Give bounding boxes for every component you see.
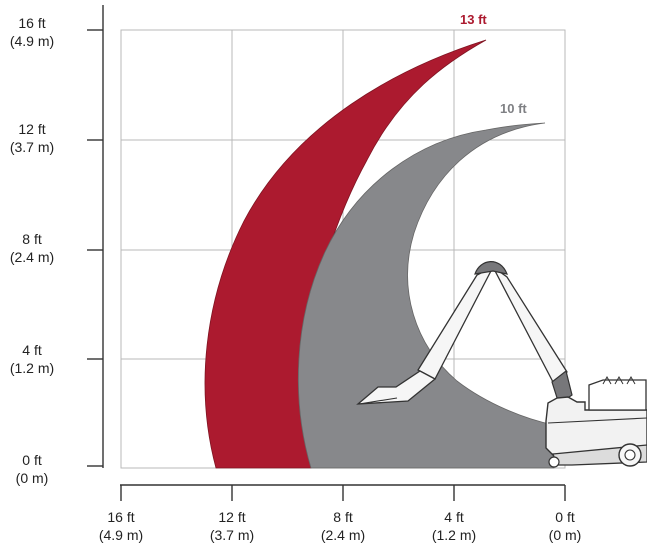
curve-labels: 13 ft 10 ft — [460, 12, 527, 116]
y-tick-label-16ft-line1: 16 ft — [18, 15, 45, 31]
machine-boom-link-right — [493, 267, 567, 382]
x-tick-label-8ft-line2: (2.4 m) — [321, 527, 365, 543]
x-tick-label-4ft-line1: 4 ft — [444, 509, 464, 525]
inner-reach-label: 10 ft — [500, 101, 527, 116]
x-tick-label-0ft-line1: 0 ft — [555, 509, 575, 525]
y-tick-label-12ft-line1: 12 ft — [18, 121, 45, 137]
x-tick-label-4ft-line2: (1.2 m) — [432, 527, 476, 543]
x-tick-label-16ft-line1: 16 ft — [107, 509, 134, 525]
y-axis-labels: 16 ft (4.9 m) 12 ft (3.7 m) 8 ft (2.4 m)… — [10, 15, 54, 486]
y-tick-label-8ft-line1: 8 ft — [22, 231, 42, 247]
machine-wheel-front-hub — [625, 450, 635, 460]
y-tick-label-12ft-line2: (3.7 m) — [10, 139, 54, 155]
y-tick-label-0ft-line1: 0 ft — [22, 452, 42, 468]
machine-engine-cover — [589, 380, 646, 410]
machine-wheel-rear — [549, 457, 559, 467]
y-tick-label-0ft-line2: (0 m) — [16, 470, 49, 486]
x-tick-label-12ft-line2: (3.7 m) — [210, 527, 254, 543]
x-axis-labels: 16 ft (4.9 m) 12 ft (3.7 m) 8 ft (2.4 m)… — [99, 509, 582, 543]
machine-boom-link-left — [418, 267, 493, 379]
x-tick-label-0ft-line2: (0 m) — [549, 527, 582, 543]
x-tick-label-8ft-line1: 8 ft — [333, 509, 353, 525]
y-tick-label-16ft-line2: (4.9 m) — [10, 33, 54, 49]
y-tick-label-4ft-line2: (1.2 m) — [10, 360, 54, 376]
x-tick-label-12ft-line1: 12 ft — [218, 509, 245, 525]
outer-reach-label: 13 ft — [460, 12, 487, 27]
x-tick-label-16ft-line2: (4.9 m) — [99, 527, 143, 543]
y-tick-label-4ft-line1: 4 ft — [22, 342, 42, 358]
y-tick-label-8ft-line2: (2.4 m) — [10, 249, 54, 265]
